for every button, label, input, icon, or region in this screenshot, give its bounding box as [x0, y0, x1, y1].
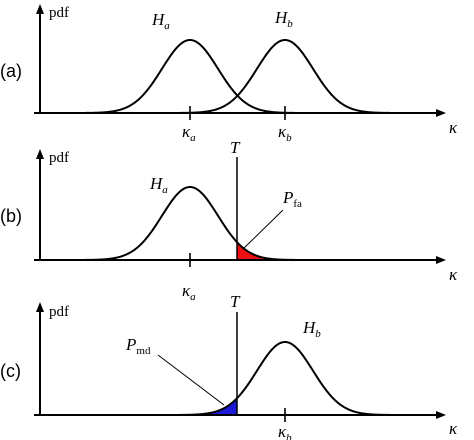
- panel-b: (b) pdf κ T κa Ha Pfa: [0, 138, 458, 303]
- x-axis-arrow-c: [436, 411, 446, 419]
- x-axis-arrow-b: [436, 256, 446, 264]
- false-alarm-leader: [242, 209, 284, 250]
- density-curve-ha-b: [40, 185, 345, 261]
- missed-detection-area: [130, 398, 237, 415]
- density-curve-ha-a: [40, 38, 340, 114]
- y-axis-arrow-b: [36, 149, 44, 159]
- threshold-label-c: T: [230, 292, 241, 311]
- y-axis-arrow-c: [36, 302, 44, 312]
- x-axis-label-b: κ: [449, 265, 458, 284]
- y-axis-label-c: pdf: [49, 304, 69, 320]
- tick-label-kb-c: κb: [278, 422, 292, 440]
- panel-label-c: (c): [0, 361, 21, 381]
- panel-a: (a) pdf κ Ha Hb κa κb: [0, 4, 458, 144]
- false-alarm-area: [237, 242, 345, 260]
- missed-detection-label: Pmd: [125, 335, 151, 357]
- hypothesis-label-ha-b: Ha: [149, 174, 168, 196]
- tick-label-ka-a: κa: [182, 122, 196, 144]
- y-axis-arrow-a: [36, 4, 44, 14]
- y-axis-label-b: pdf: [49, 150, 69, 166]
- tick-label-ka-b: κa: [182, 281, 196, 303]
- hypothesis-label-hb-c: Hb: [302, 318, 321, 340]
- x-axis-label-c: κ: [449, 419, 458, 438]
- missed-detection-leader: [157, 354, 225, 406]
- x-axis-arrow-a: [436, 109, 446, 117]
- x-axis-label-a: κ: [449, 118, 458, 137]
- y-axis-label-a: pdf: [49, 5, 69, 21]
- false-alarm-label: Pfa: [282, 188, 302, 210]
- panel-label-a: (a): [0, 61, 22, 81]
- threshold-label-b: T: [230, 138, 241, 157]
- density-curve-hb-a: [140, 38, 435, 114]
- panel-c: (c) pdf κ T κb Hb Pmd: [0, 292, 458, 440]
- hypothesis-label-ha-a: Ha: [151, 10, 170, 32]
- density-curve-hb-c: [130, 340, 435, 416]
- hypothesis-label-hb-a: Hb: [274, 8, 293, 30]
- tick-label-kb-a: κb: [278, 122, 292, 144]
- panel-label-b: (b): [0, 206, 22, 226]
